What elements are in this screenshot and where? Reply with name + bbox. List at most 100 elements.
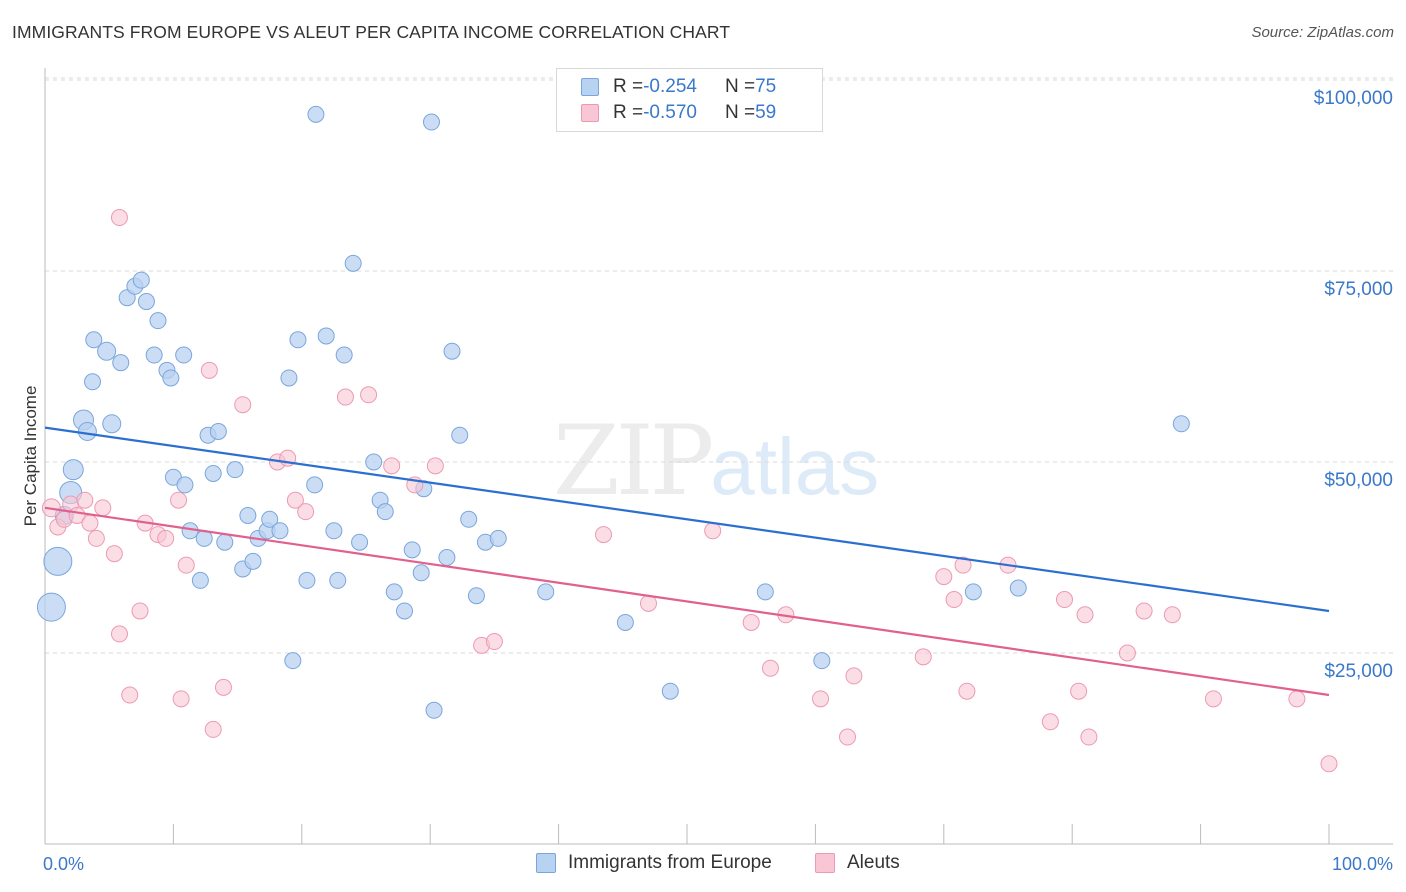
series-immigrants-from-europe	[36, 105, 1190, 719]
point-immigrants-from-europe	[365, 453, 383, 471]
x-tick-label: 100.0%	[1332, 854, 1393, 874]
point-immigrants-from-europe	[317, 327, 335, 345]
point-immigrants-from-europe	[244, 552, 262, 570]
legend-r-label: R =	[613, 102, 644, 123]
legend-n-value: 59	[755, 102, 777, 123]
point-aleuts	[1041, 713, 1059, 731]
point-immigrants-from-europe	[376, 503, 394, 521]
trendline-aleuts	[44, 506, 1330, 697]
point-immigrants-from-europe	[112, 354, 130, 372]
point-aleuts	[177, 556, 195, 574]
point-immigrants-from-europe	[97, 341, 117, 361]
point-aleuts	[1288, 690, 1306, 708]
point-aleuts	[761, 659, 779, 677]
bottom-legend: Immigrants from Europe Aleuts	[0, 852, 1406, 878]
y-axis-title: Per Capita Income	[21, 386, 40, 527]
point-aleuts	[485, 633, 503, 651]
point-immigrants-from-europe	[460, 510, 478, 528]
point-aleuts	[914, 648, 932, 666]
point-immigrants-from-europe	[443, 342, 461, 360]
legend-row-blue: R = -0.254 N = 75	[581, 74, 776, 100]
point-aleuts	[87, 529, 105, 547]
legend-r-label: R =	[613, 76, 644, 97]
point-immigrants-from-europe	[77, 421, 97, 441]
point-immigrants-from-europe	[306, 476, 324, 494]
point-immigrants-from-europe	[451, 426, 469, 444]
legend-swatch-pink	[581, 104, 599, 122]
point-immigrants-from-europe	[1009, 579, 1027, 597]
point-immigrants-from-europe	[425, 701, 443, 719]
point-aleuts	[954, 556, 972, 574]
point-immigrants-from-europe	[616, 613, 634, 631]
legend-row-pink: R = -0.570 N = 59	[581, 100, 776, 126]
point-immigrants-from-europe	[84, 373, 102, 391]
point-immigrants-from-europe	[467, 587, 485, 605]
legend: R = -0.254 N = 75 R = -0.570 N = 59	[556, 68, 823, 132]
point-immigrants-from-europe	[438, 549, 456, 566]
point-aleuts	[336, 388, 354, 406]
y-tick-label: $50,000	[1324, 470, 1393, 491]
point-aleuts	[214, 678, 232, 696]
point-immigrants-from-europe	[62, 459, 84, 481]
point-aleuts	[1135, 602, 1153, 620]
y-tick-label: $25,000	[1324, 661, 1393, 682]
axes	[44, 68, 1393, 845]
point-immigrants-from-europe	[137, 293, 155, 311]
point-aleuts	[1080, 728, 1098, 746]
point-immigrants-from-europe	[209, 422, 227, 440]
point-aleuts	[76, 491, 94, 509]
trendline-immigrants-from-europe	[44, 426, 1330, 613]
point-aleuts	[1204, 690, 1222, 708]
point-aleuts	[234, 396, 252, 414]
legend-r-value: -0.254	[643, 76, 697, 97]
point-immigrants-from-europe	[216, 533, 234, 551]
point-immigrants-from-europe	[661, 682, 679, 700]
point-immigrants-from-europe	[1172, 415, 1190, 433]
point-immigrants-from-europe	[385, 583, 403, 601]
point-immigrants-from-europe	[344, 254, 362, 272]
source-attribution: Source: ZipAtlas.com	[1251, 24, 1394, 41]
point-immigrants-from-europe	[175, 346, 193, 364]
point-immigrants-from-europe	[261, 510, 279, 528]
watermark: ZIPatlas	[553, 405, 879, 517]
point-aleuts	[110, 209, 128, 227]
point-aleuts	[935, 568, 953, 586]
point-immigrants-from-europe	[43, 546, 73, 576]
point-aleuts	[297, 503, 315, 521]
point-immigrants-from-europe	[85, 331, 103, 349]
legend-n-value: 75	[755, 76, 777, 97]
point-immigrants-from-europe	[813, 652, 831, 670]
point-immigrants-from-europe	[239, 506, 257, 524]
x-tick-label: 0.0%	[43, 854, 84, 874]
point-aleuts	[595, 526, 613, 544]
chart-title: IMMIGRANTS FROM EUROPE VS ALEUT PER CAPI…	[12, 22, 731, 42]
point-aleuts	[131, 602, 149, 620]
point-aleuts	[170, 491, 188, 509]
point-immigrants-from-europe	[280, 369, 298, 387]
point-aleuts	[110, 625, 128, 643]
legend-n-label: N =	[724, 76, 756, 97]
point-immigrants-from-europe	[204, 464, 222, 482]
point-aleuts	[1055, 591, 1073, 609]
watermark-atlas: atlas	[710, 422, 880, 511]
point-aleuts	[157, 529, 175, 547]
point-immigrants-from-europe	[329, 571, 347, 589]
series-aleuts	[41, 209, 1338, 773]
point-immigrants-from-europe	[351, 533, 369, 551]
point-immigrants-from-europe	[102, 414, 122, 434]
point-immigrants-from-europe	[489, 529, 507, 547]
point-aleuts	[81, 514, 99, 532]
point-immigrants-from-europe	[412, 564, 430, 582]
point-immigrants-from-europe	[162, 369, 180, 387]
point-immigrants-from-europe	[176, 476, 194, 494]
point-aleuts	[1118, 644, 1136, 662]
point-aleuts	[105, 545, 123, 563]
point-immigrants-from-europe	[289, 331, 307, 349]
point-immigrants-from-europe	[191, 571, 209, 589]
point-aleuts	[839, 728, 856, 746]
bottom-legend-aleuts: Aleuts	[815, 852, 900, 874]
point-aleuts	[200, 361, 218, 379]
point-immigrants-from-europe	[132, 271, 150, 289]
point-aleuts	[383, 457, 401, 475]
point-aleuts	[958, 682, 976, 700]
